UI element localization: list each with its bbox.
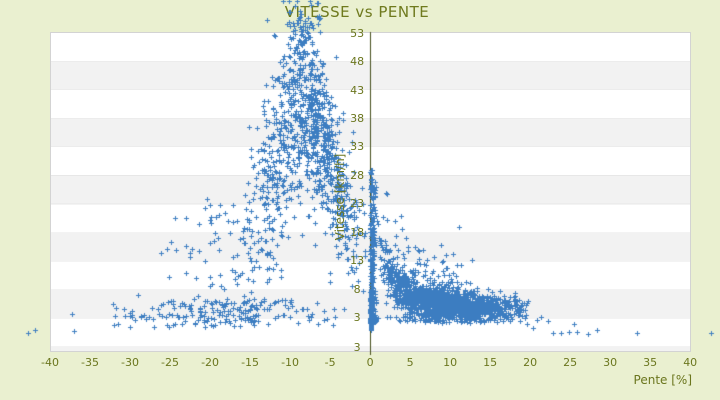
scatter-points-canvas [0, 0, 720, 400]
